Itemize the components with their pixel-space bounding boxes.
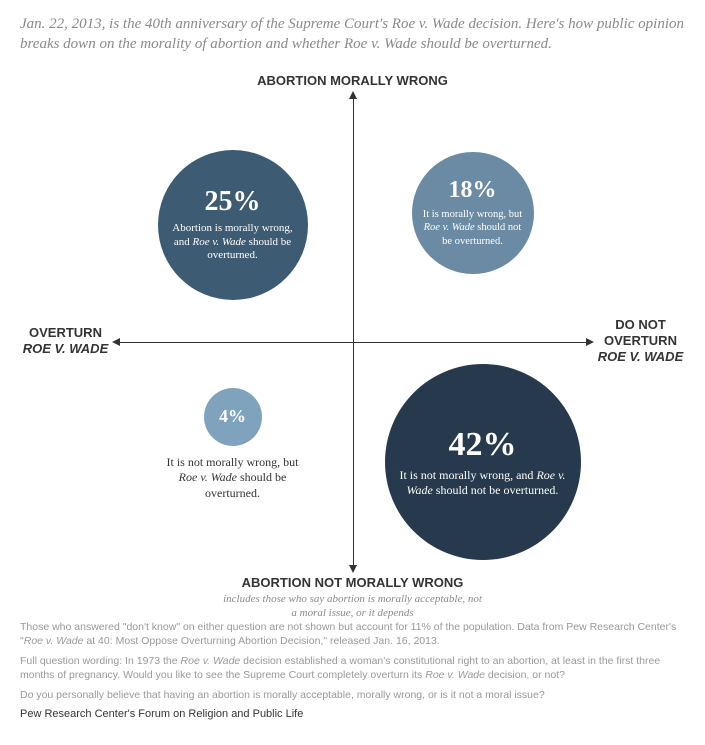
arrow-right-icon (586, 338, 594, 346)
bubble-desc: Abortion is morally wrong, and Roe v. Wa… (168, 222, 298, 263)
axis-bottom-text: ABORTION NOT MORALLY WRONG (242, 575, 464, 590)
axis-left-label: OVERTURN ROE V. WADE (18, 325, 114, 358)
intro-prefix: Jan. 22, 2013, is the 40th anniversary o… (20, 16, 392, 32)
footnotes: Those who answered "don't know" on eithe… (20, 620, 685, 703)
axis-right-label: DO NOT OVERTURN ROE V. WADE (595, 317, 687, 366)
bubble-q3: 4% (204, 388, 262, 446)
bubble-q4: 42% It is not morally wrong, and Roe v. W… (385, 364, 581, 560)
bubble-pct: 42% (449, 426, 517, 464)
bubble-pct: 18% (449, 177, 497, 204)
intro-case2: Roe v. Wade (344, 36, 417, 52)
quadrant-chart: ABORTION MORALLY WRONG OVERTURN ROE V. W… (23, 67, 683, 612)
bubble-pct: 4% (219, 406, 246, 427)
axis-top-label: ABORTION MORALLY WRONG (23, 73, 683, 89)
axis-right-line3: ROE V. WADE (598, 349, 683, 364)
intro-suffix: should be overturned. (417, 36, 552, 52)
vertical-axis (353, 97, 354, 567)
intro-text: Jan. 22, 2013, is the 40th anniversary o… (20, 14, 685, 55)
arrow-up-icon (349, 91, 357, 99)
arrow-down-icon (349, 565, 357, 573)
bubble-q1: 25% Abortion is morally wrong, and Roe v.… (158, 150, 308, 300)
axis-left-line1: OVERTURN (29, 325, 102, 340)
bubble-desc: It is not morally wrong, and Roe v. Wade… (395, 468, 571, 498)
intro-case1: Roe v. Wade (392, 16, 465, 32)
axis-right-line2: OVERTURN (604, 333, 677, 348)
bubble-pct: 25% (205, 186, 261, 218)
source-line: Pew Research Center's Forum on Religion … (20, 708, 685, 720)
axis-right-line1: DO NOT (615, 317, 666, 332)
horizontal-axis (118, 342, 588, 343)
footnote-3: Do you personally believe that having an… (20, 688, 685, 702)
axis-bottom-label: ABORTION NOT MORALLY WRONG includes thos… (23, 575, 683, 621)
footnote-1: Those who answered "don't know" on eithe… (20, 620, 685, 648)
footnote-2: Full question wording: In 1973 the Roe v… (20, 654, 685, 682)
bubble-q3-ext-label: It is not morally wrong, but Roe v. Wade… (158, 455, 308, 502)
axis-left-line2: ROE V. WADE (23, 341, 108, 356)
bubble-q2: 18% It is morally wrong, but Roe v. Wade … (412, 152, 534, 274)
bubble-desc: It is morally wrong, but Roe v. Wade sho… (422, 208, 524, 247)
axis-bottom-sub: includes those who say abortion is moral… (223, 593, 483, 621)
